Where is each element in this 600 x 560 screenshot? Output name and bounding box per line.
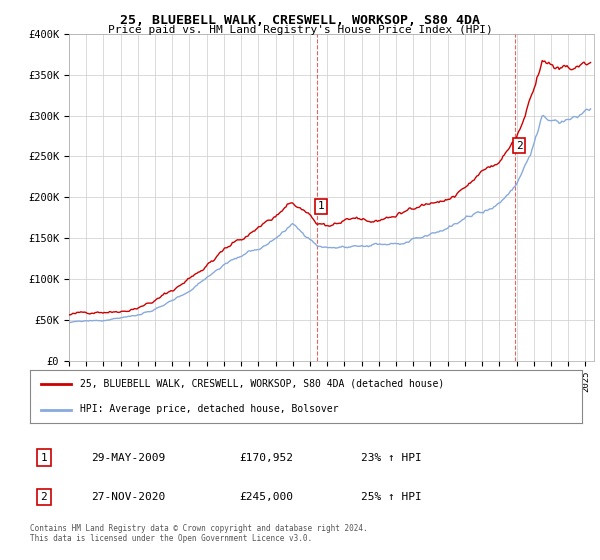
- Text: £245,000: £245,000: [240, 492, 294, 502]
- Text: 25, BLUEBELL WALK, CRESWELL, WORKSOP, S80 4DA: 25, BLUEBELL WALK, CRESWELL, WORKSOP, S8…: [120, 14, 480, 27]
- Text: 23% ↑ HPI: 23% ↑ HPI: [361, 453, 422, 463]
- Text: 2: 2: [40, 492, 47, 502]
- Text: HPI: Average price, detached house, Bolsover: HPI: Average price, detached house, Bols…: [80, 404, 338, 414]
- Text: 25% ↑ HPI: 25% ↑ HPI: [361, 492, 422, 502]
- Text: 25, BLUEBELL WALK, CRESWELL, WORKSOP, S80 4DA (detached house): 25, BLUEBELL WALK, CRESWELL, WORKSOP, S8…: [80, 379, 444, 389]
- Text: Contains HM Land Registry data © Crown copyright and database right 2024.
This d: Contains HM Land Registry data © Crown c…: [30, 524, 368, 543]
- Text: Price paid vs. HM Land Registry's House Price Index (HPI): Price paid vs. HM Land Registry's House …: [107, 25, 493, 35]
- Text: 27-NOV-2020: 27-NOV-2020: [91, 492, 165, 502]
- Text: £170,952: £170,952: [240, 453, 294, 463]
- Text: 2: 2: [516, 141, 523, 151]
- Text: 29-MAY-2009: 29-MAY-2009: [91, 453, 165, 463]
- Text: 1: 1: [40, 453, 47, 463]
- Text: 1: 1: [318, 202, 325, 211]
